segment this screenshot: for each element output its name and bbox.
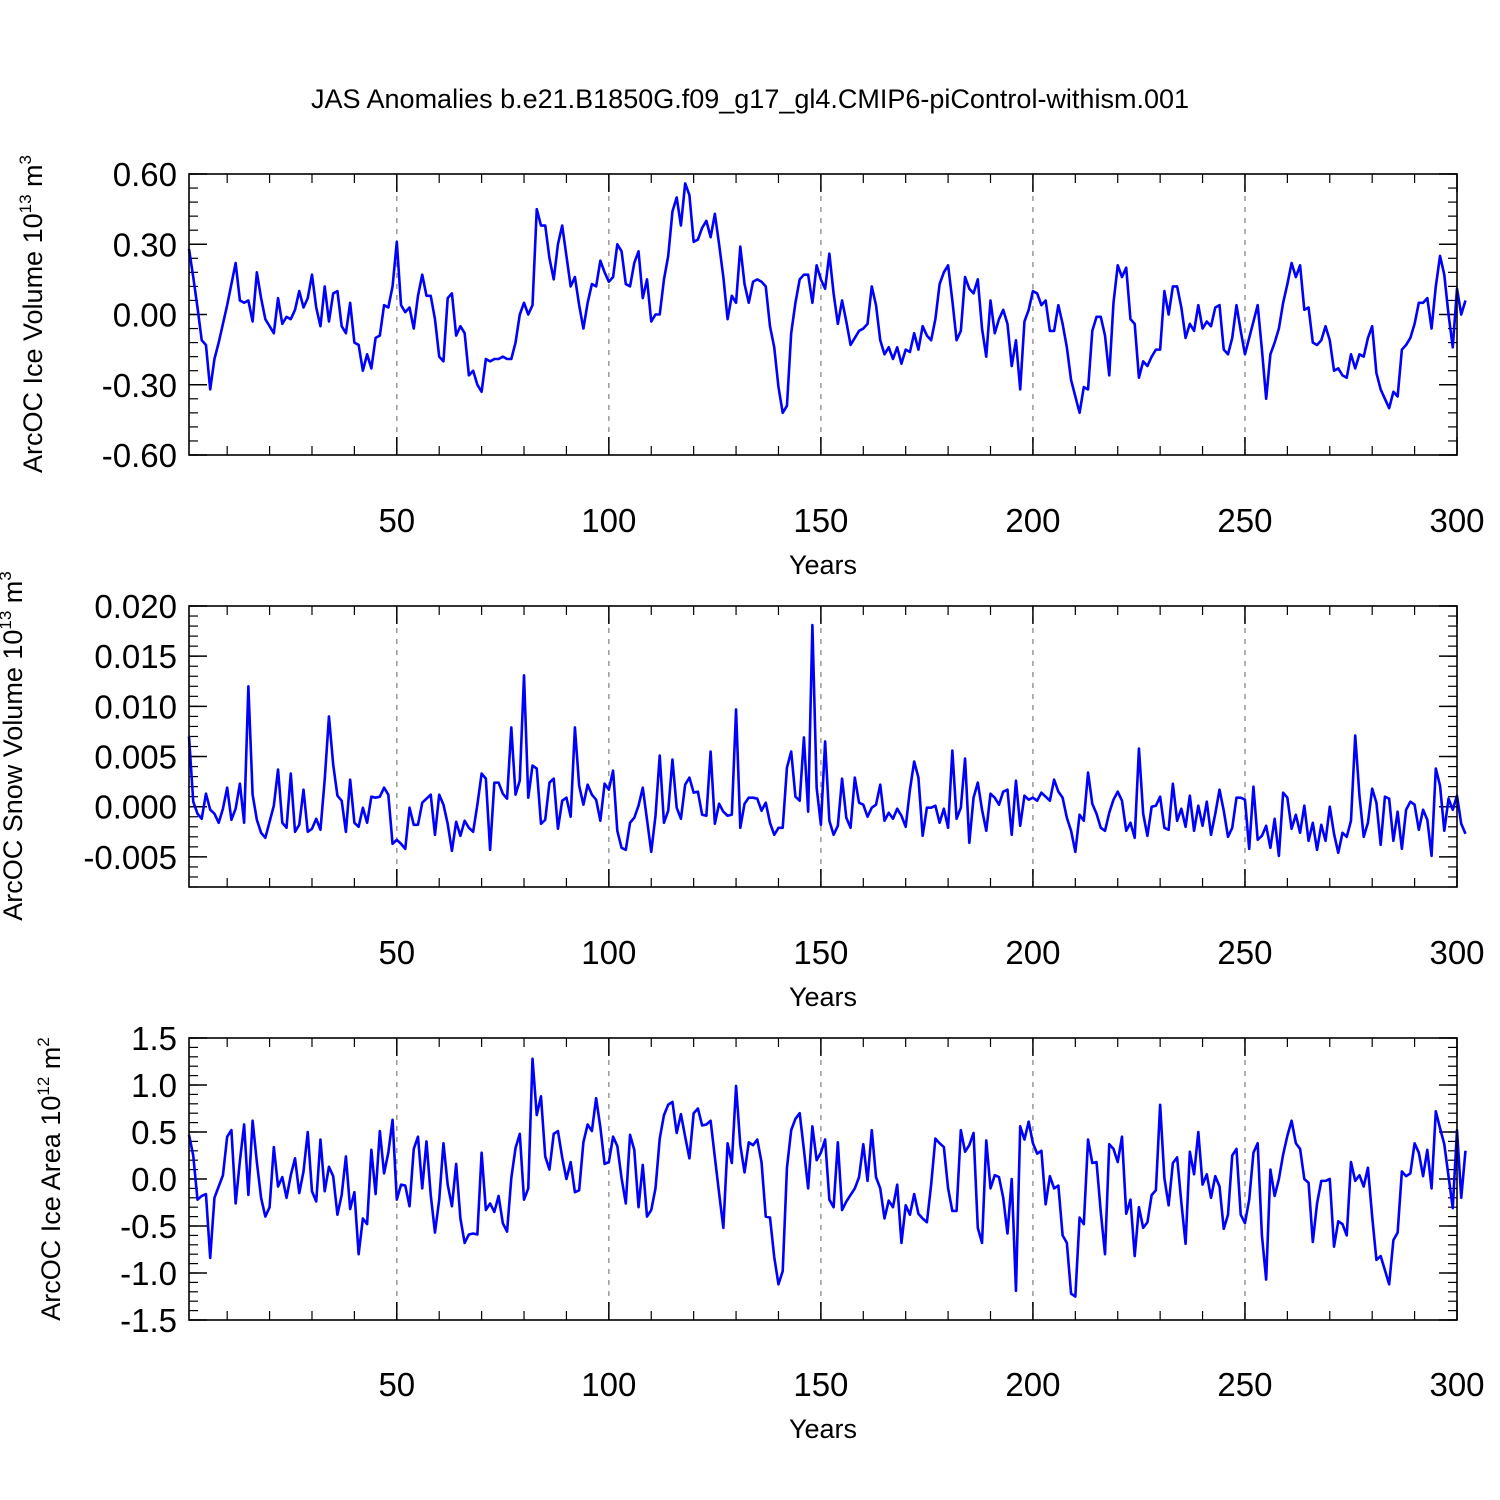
y-tick-label: 0.0 (131, 1161, 177, 1198)
y-tick-label: 0.015 (94, 638, 177, 675)
x-axis-label: Years (789, 982, 857, 1012)
y-tick-label: -0.005 (83, 839, 177, 876)
chart-panel-2: 0.020 0.015 0.010 0.005 0.000 -0.005 50 100 150 2… (0, 571, 1485, 1012)
y-tick-label: -1.5 (120, 1302, 177, 1339)
x-tick-label: 200 (1005, 1366, 1060, 1403)
y-tick-label: -0.5 (120, 1208, 177, 1245)
x-tick-label: 50 (378, 1366, 415, 1403)
plot-frame (188, 173, 1458, 456)
y-tick-label: 0.010 (94, 688, 177, 725)
y-tick-label: 0.30 (113, 226, 177, 263)
y-tick-label: 0.00 (113, 297, 177, 334)
chart-panel-1: 0.60 0.30 0.00 -0.30 -0.60 50 100 150 200 250 300 Y… (16, 155, 1485, 580)
x-tick-label: 50 (378, 934, 415, 971)
series-line-ice-area (187, 1057, 1467, 1298)
panels: 0.60 0.30 0.00 -0.30 -0.60 50 100 150 200 250 300 Y… (0, 155, 1485, 1444)
x-axis-label: Years (789, 550, 857, 580)
y-tick-label: 0.020 (94, 588, 177, 625)
y-tick-label: 0.5 (131, 1114, 177, 1151)
x-tick-label: 300 (1429, 502, 1484, 539)
y-tick-label: 0.005 (94, 739, 177, 776)
y-axis-label: ArcOC Ice Volume 1013 m3 (16, 155, 48, 473)
x-tick-label: 250 (1217, 502, 1272, 539)
x-tick-label: 250 (1217, 934, 1272, 971)
x-tick-label: 150 (793, 502, 848, 539)
x-tick-label: 300 (1429, 1366, 1484, 1403)
y-tick-label: -0.30 (102, 367, 177, 404)
series-line-ice-volume (187, 182, 1467, 415)
x-tick-label: 100 (581, 934, 636, 971)
y-tick-label: 0.000 (94, 789, 177, 826)
chart-panel-3: 1.5 1.0 0.5 0.0 -0.5 -1.0 -1.5 50 100 150 200 250 30… (34, 1020, 1485, 1444)
x-tick-label: 50 (378, 502, 415, 539)
x-tick-label: 200 (1005, 934, 1060, 971)
y-tick-label: -0.60 (102, 437, 177, 474)
y-tick-label: 1.5 (131, 1020, 177, 1057)
x-tick-label: 100 (581, 1366, 636, 1403)
series-line-snow-volume (187, 623, 1467, 858)
plot-frame (188, 1037, 1458, 1321)
plot-frame (188, 605, 1458, 888)
y-axis-label: ArcOC Ice Area 1012 m2 (34, 1037, 66, 1321)
y-tick-label: 0.60 (113, 156, 177, 193)
x-tick-label: 250 (1217, 1366, 1272, 1403)
y-tick-label: -1.0 (120, 1255, 177, 1292)
y-axis-label: ArcOC Snow Volume 1013 m3 (0, 571, 28, 921)
x-tick-label: 300 (1429, 934, 1484, 971)
figure-title: JAS Anomalies b.e21.B1850G.f09_g17_gl4.C… (311, 84, 1189, 114)
y-tick-label: 1.0 (131, 1067, 177, 1104)
x-tick-label: 150 (793, 934, 848, 971)
x-tick-label: 150 (793, 1366, 848, 1403)
x-tick-label: 200 (1005, 502, 1060, 539)
x-tick-label: 100 (581, 502, 636, 539)
x-axis-label: Years (789, 1414, 857, 1444)
